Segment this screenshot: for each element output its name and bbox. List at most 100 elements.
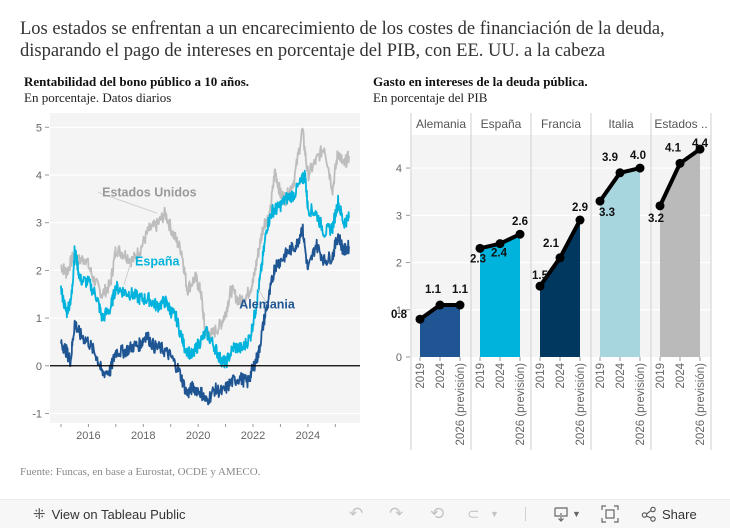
- y-tick-label: 4: [396, 163, 402, 175]
- series-label: España: [135, 255, 181, 269]
- panel-header-italia: Italia: [608, 117, 634, 131]
- label-leader: [97, 191, 158, 214]
- source-note: Fuente: Funcas, en base a Eurostat, OCDE…: [20, 466, 261, 478]
- x-tick-label: 2024: [296, 430, 320, 442]
- y-tick-label: 2: [36, 265, 42, 277]
- view-on-tableau-link[interactable]: ⁜ View on Tableau Public: [33, 500, 186, 528]
- x-tick-label: 2024: [555, 362, 567, 388]
- x-tick-label: 2024: [675, 362, 687, 388]
- y-tick-label: 2: [396, 258, 402, 270]
- label-leader: [258, 289, 268, 305]
- x-tick-label: 2024: [615, 362, 627, 388]
- redo-icon: ↷: [389, 504, 404, 523]
- panel-header-españa: España: [481, 117, 522, 131]
- data-label: 3.3: [599, 207, 615, 219]
- area-estados-unidos: [660, 149, 700, 357]
- share-button[interactable]: Share: [641, 500, 697, 528]
- data-label: 1.1: [425, 284, 442, 296]
- x-tick-label: 2024: [495, 362, 507, 388]
- series-line-estados-unidos: [60, 127, 350, 340]
- download-dropdown-icon: ▼: [572, 509, 581, 519]
- x-tick-label: 2026 (previsión): [575, 363, 587, 446]
- data-point: [675, 158, 685, 168]
- data-label: 0.8: [391, 309, 408, 321]
- y-tick-label: 4: [36, 170, 42, 182]
- data-label: 4.4: [692, 138, 709, 150]
- headline: Los estados se enfrentan a un encarecimi…: [20, 19, 665, 61]
- y-tick-label: 5: [36, 122, 42, 134]
- data-point: [455, 300, 465, 310]
- data-label: 4.0: [630, 150, 646, 162]
- data-point: [475, 243, 485, 253]
- series-label: Alemania: [239, 298, 296, 312]
- data-label: 3.9: [602, 152, 618, 164]
- x-tick-label: 2026 (previsión): [635, 363, 647, 446]
- data-point: [415, 314, 425, 324]
- data-label: 2.4: [491, 248, 508, 260]
- x-tick-label: 2019: [415, 363, 427, 389]
- area-francia: [540, 220, 580, 357]
- revert-icon: ⟲: [430, 504, 445, 523]
- series-line-españa: [60, 169, 350, 369]
- view-on-tableau-label: View on Tableau Public: [51, 506, 186, 522]
- download-button[interactable]: ▼: [553, 500, 581, 528]
- share-icon: [641, 506, 656, 522]
- revert-button[interactable]: ⟲: [430, 500, 444, 528]
- data-label: 2.3: [470, 253, 486, 265]
- y-tick-label: 0: [36, 361, 42, 373]
- toolbar-divider: [525, 507, 526, 521]
- data-point: [595, 196, 605, 206]
- area-españa: [480, 234, 520, 357]
- interest-spending-chart: 0 1 2 3 4 Alemania 0.8 2019 1.1 2024 1.1 2026 (prev…: [391, 113, 712, 450]
- x-tick-label: 2019: [655, 363, 667, 389]
- bond-yield-chart: -1 0 1 2 3 4 5 2016 2018 2020 2022 2024 Estados Unid…: [32, 113, 360, 442]
- series-label: Estados Unidos: [102, 185, 197, 199]
- area-alemania: [420, 305, 460, 357]
- data-point: [535, 281, 545, 291]
- x-tick-label: 2020: [186, 430, 210, 442]
- data-point: [655, 201, 665, 211]
- y-tick-label: 1: [36, 313, 42, 325]
- x-tick-label: 2026 (previsión): [695, 363, 707, 446]
- area-chart-title: Gasto en intereses de la deuda pública.: [373, 74, 588, 89]
- redo-button[interactable]: ↷: [389, 500, 403, 528]
- line-chart-subtitle: En porcentaje. Datos diarios: [24, 90, 172, 105]
- tableau-logo-icon: ⁜: [33, 506, 46, 523]
- data-point: [635, 163, 645, 173]
- data-label: 2.9: [572, 202, 588, 214]
- y-tick-label: -1: [32, 408, 42, 420]
- refresh-icon: ⊂: [467, 506, 480, 523]
- dropdown-icon: ▼: [490, 509, 499, 519]
- panel-header-estados-unidos: Estados ..: [654, 117, 707, 131]
- data-label: 2.1: [543, 238, 560, 250]
- label-leader: [123, 261, 132, 285]
- data-point: [555, 253, 565, 263]
- x-tick-label: 2024: [435, 362, 447, 388]
- x-tick-label: 2016: [76, 430, 100, 442]
- undo-button[interactable]: ↶: [349, 500, 363, 528]
- data-label: 1.5: [532, 270, 549, 282]
- refresh-button[interactable]: ⊂: [467, 500, 480, 528]
- data-point: [575, 215, 585, 225]
- x-tick-label: 2019: [535, 363, 547, 389]
- area-italia: [600, 168, 640, 357]
- x-tick-label: 2026 (previsión): [455, 363, 467, 446]
- x-tick-label: 2022: [241, 430, 265, 442]
- series-line-alemania: [60, 223, 350, 406]
- data-point: [615, 168, 625, 178]
- y-tick-label: 1: [396, 305, 402, 317]
- panel-header-francia: Francia: [541, 117, 581, 131]
- download-icon: [554, 507, 568, 522]
- y-tick-label: 3: [396, 210, 402, 222]
- refresh-dropdown[interactable]: ▼: [490, 500, 499, 528]
- data-point: [695, 144, 705, 154]
- data-label: 3.2: [648, 213, 664, 225]
- undo-icon: ↶: [349, 504, 364, 523]
- y-tick-label: 0: [396, 352, 402, 364]
- tableau-toolbar: ⁜ View on Tableau Public ↶ ↷ ⟲ ⊂ ▼ ▼ Sha…: [0, 499, 730, 528]
- x-tick-label: 2018: [131, 430, 155, 442]
- fullscreen-button[interactable]: [601, 500, 619, 528]
- x-tick-label: 2019: [475, 363, 487, 389]
- x-tick-label: 2019: [595, 363, 607, 389]
- share-label: Share: [662, 506, 697, 522]
